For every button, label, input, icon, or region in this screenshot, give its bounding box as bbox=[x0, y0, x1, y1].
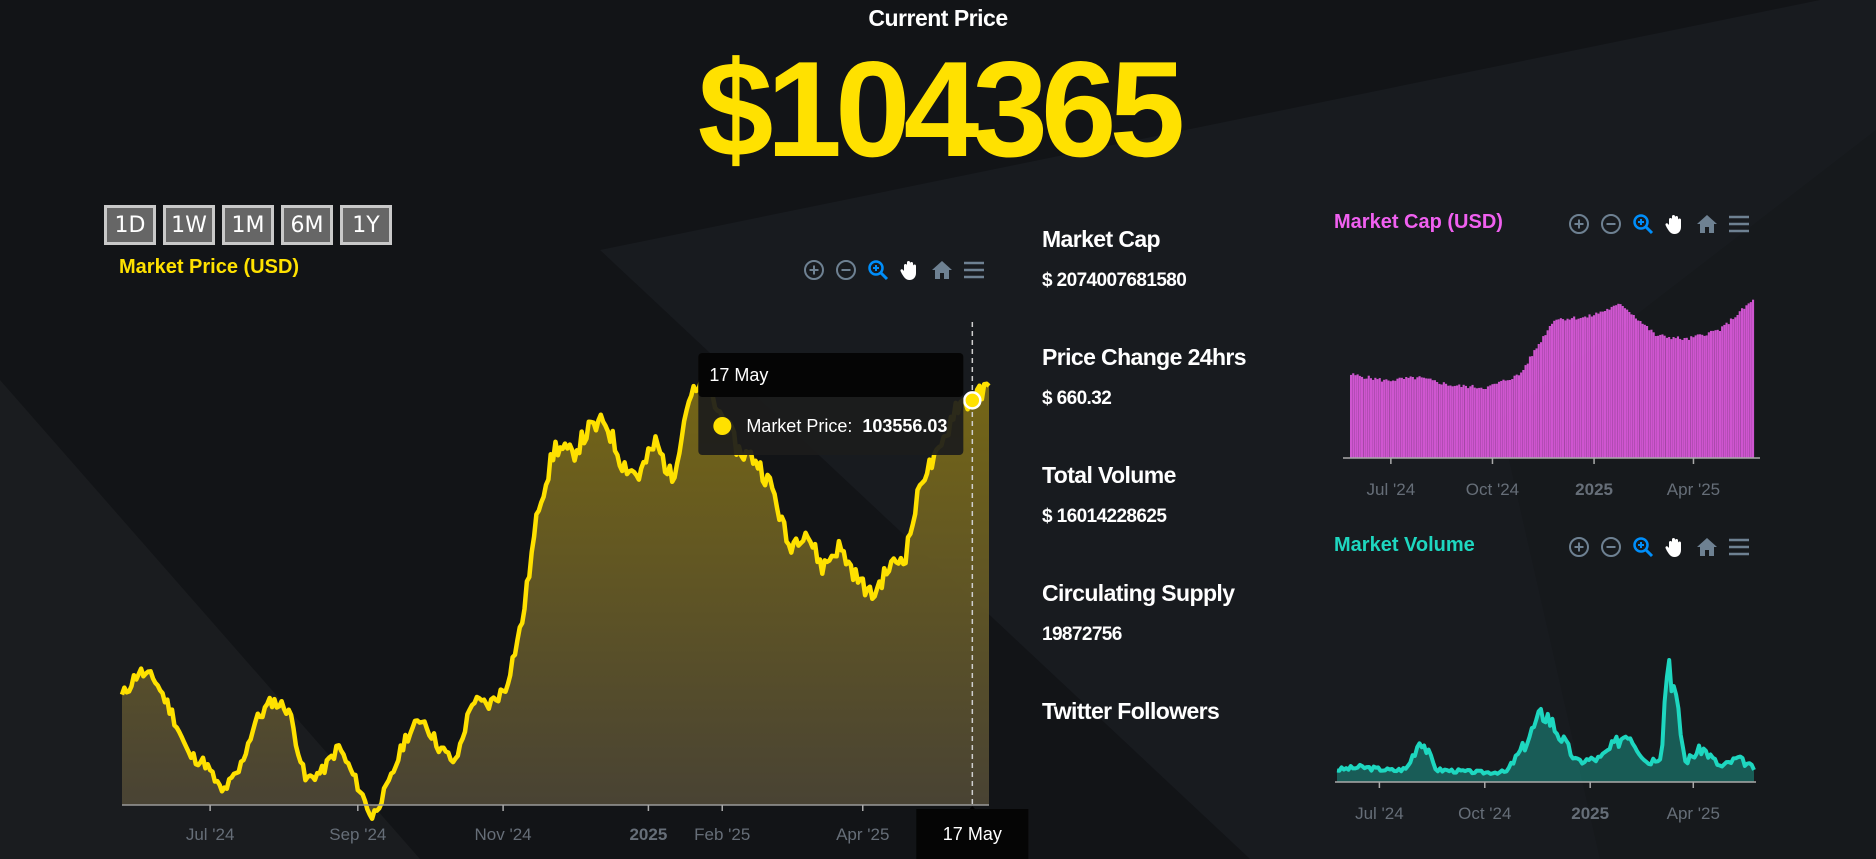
crosshair-x-label: 17 May bbox=[943, 824, 1002, 844]
market-volume-chart-title: Market Volume bbox=[1334, 534, 1475, 556]
x-axis-tick-label: Sep '24 bbox=[329, 825, 386, 844]
home-reset-icon[interactable] bbox=[1695, 535, 1719, 559]
x-axis-tick-label: Apr '25 bbox=[836, 825, 889, 844]
x-axis-tick-label: 2025 bbox=[629, 825, 667, 844]
pan-hand-icon[interactable] bbox=[1663, 535, 1687, 559]
menu-icon[interactable] bbox=[962, 258, 986, 282]
current-price-value: $104365 bbox=[697, 33, 1185, 185]
stat-value: $ 2074007681580 bbox=[1042, 270, 1187, 291]
tooltip-series-marker bbox=[713, 417, 732, 435]
home-reset-icon[interactable] bbox=[930, 258, 954, 282]
stat-label: Price Change 24hrs bbox=[1042, 344, 1247, 370]
market-price-line bbox=[119, 379, 991, 821]
tooltip-series-label: Market Price: bbox=[746, 416, 852, 436]
tooltip-header bbox=[698, 353, 964, 397]
menu-icon[interactable] bbox=[1727, 212, 1751, 236]
stat-label: Twitter Followers bbox=[1042, 698, 1220, 724]
home-reset-icon[interactable] bbox=[1695, 212, 1719, 236]
range-button-1m[interactable]: 1M bbox=[222, 205, 274, 245]
range-button-1w[interactable]: 1W bbox=[163, 205, 215, 245]
stat-circulating-supply: Circulating Supply 19872756 bbox=[1042, 580, 1246, 698]
stat-total-volume: Total Volume $ 16014228625 bbox=[1042, 462, 1246, 580]
current-price-label: Current Price bbox=[868, 5, 1008, 31]
selection-zoom-icon[interactable] bbox=[1631, 535, 1655, 559]
stat-label: Market Cap bbox=[1042, 226, 1161, 252]
pan-hand-icon[interactable] bbox=[898, 258, 922, 282]
zoom-in-icon[interactable] bbox=[1567, 535, 1591, 559]
stat-value: $ 16014228625 bbox=[1042, 506, 1167, 527]
stats-panel: Market Cap $ 2074007681580 Price Change … bbox=[1042, 226, 1247, 816]
range-button-1y[interactable]: 1Y bbox=[340, 205, 392, 245]
market-cap-chart-title: Market Cap (USD) bbox=[1334, 211, 1503, 233]
stat-twitter-followers: Twitter Followers bbox=[1042, 698, 1246, 816]
market-cap-toolbar bbox=[1567, 212, 1751, 236]
stat-label: Circulating Supply bbox=[1042, 580, 1235, 606]
zoom-in-icon[interactable] bbox=[802, 258, 826, 282]
selection-zoom-icon[interactable] bbox=[1631, 212, 1655, 236]
x-axis-tick-label: Feb '25 bbox=[694, 825, 750, 844]
stat-value: $ 660.32 bbox=[1042, 388, 1112, 409]
range-selector: 1D 1W 1M 6M 1Y bbox=[104, 205, 392, 245]
market-price-toolbar bbox=[802, 258, 986, 282]
stat-label: Total Volume bbox=[1042, 462, 1176, 488]
zoom-out-icon[interactable] bbox=[1599, 535, 1623, 559]
stat-price-change: Price Change 24hrs $ 660.32 bbox=[1042, 344, 1247, 462]
current-price-header: Current Price $104365 bbox=[0, 0, 1876, 177]
tooltip-value: 103556.03 bbox=[862, 416, 947, 436]
market-volume-toolbar bbox=[1567, 535, 1751, 559]
x-axis-tick-label: Nov '24 bbox=[475, 825, 532, 844]
zoom-out-icon[interactable] bbox=[834, 258, 858, 282]
highlight-marker bbox=[963, 391, 982, 410]
zoom-in-icon[interactable] bbox=[1567, 212, 1591, 236]
selection-zoom-icon[interactable] bbox=[866, 258, 890, 282]
pan-hand-icon[interactable] bbox=[1663, 212, 1687, 236]
tooltip-date: 17 May bbox=[709, 365, 768, 385]
range-button-1d[interactable]: 1D bbox=[104, 205, 156, 245]
stat-market-cap: Market Cap $ 2074007681580 bbox=[1042, 226, 1246, 344]
menu-icon[interactable] bbox=[1727, 535, 1751, 559]
zoom-out-icon[interactable] bbox=[1599, 212, 1623, 236]
market-price-chart-title: Market Price (USD) bbox=[119, 256, 300, 278]
x-axis-tick-label: Jul '24 bbox=[186, 825, 235, 844]
crosshair-x-label-box bbox=[916, 809, 1029, 859]
stat-value: 19872756 bbox=[1042, 624, 1122, 645]
range-button-6m[interactable]: 6M bbox=[281, 205, 333, 245]
